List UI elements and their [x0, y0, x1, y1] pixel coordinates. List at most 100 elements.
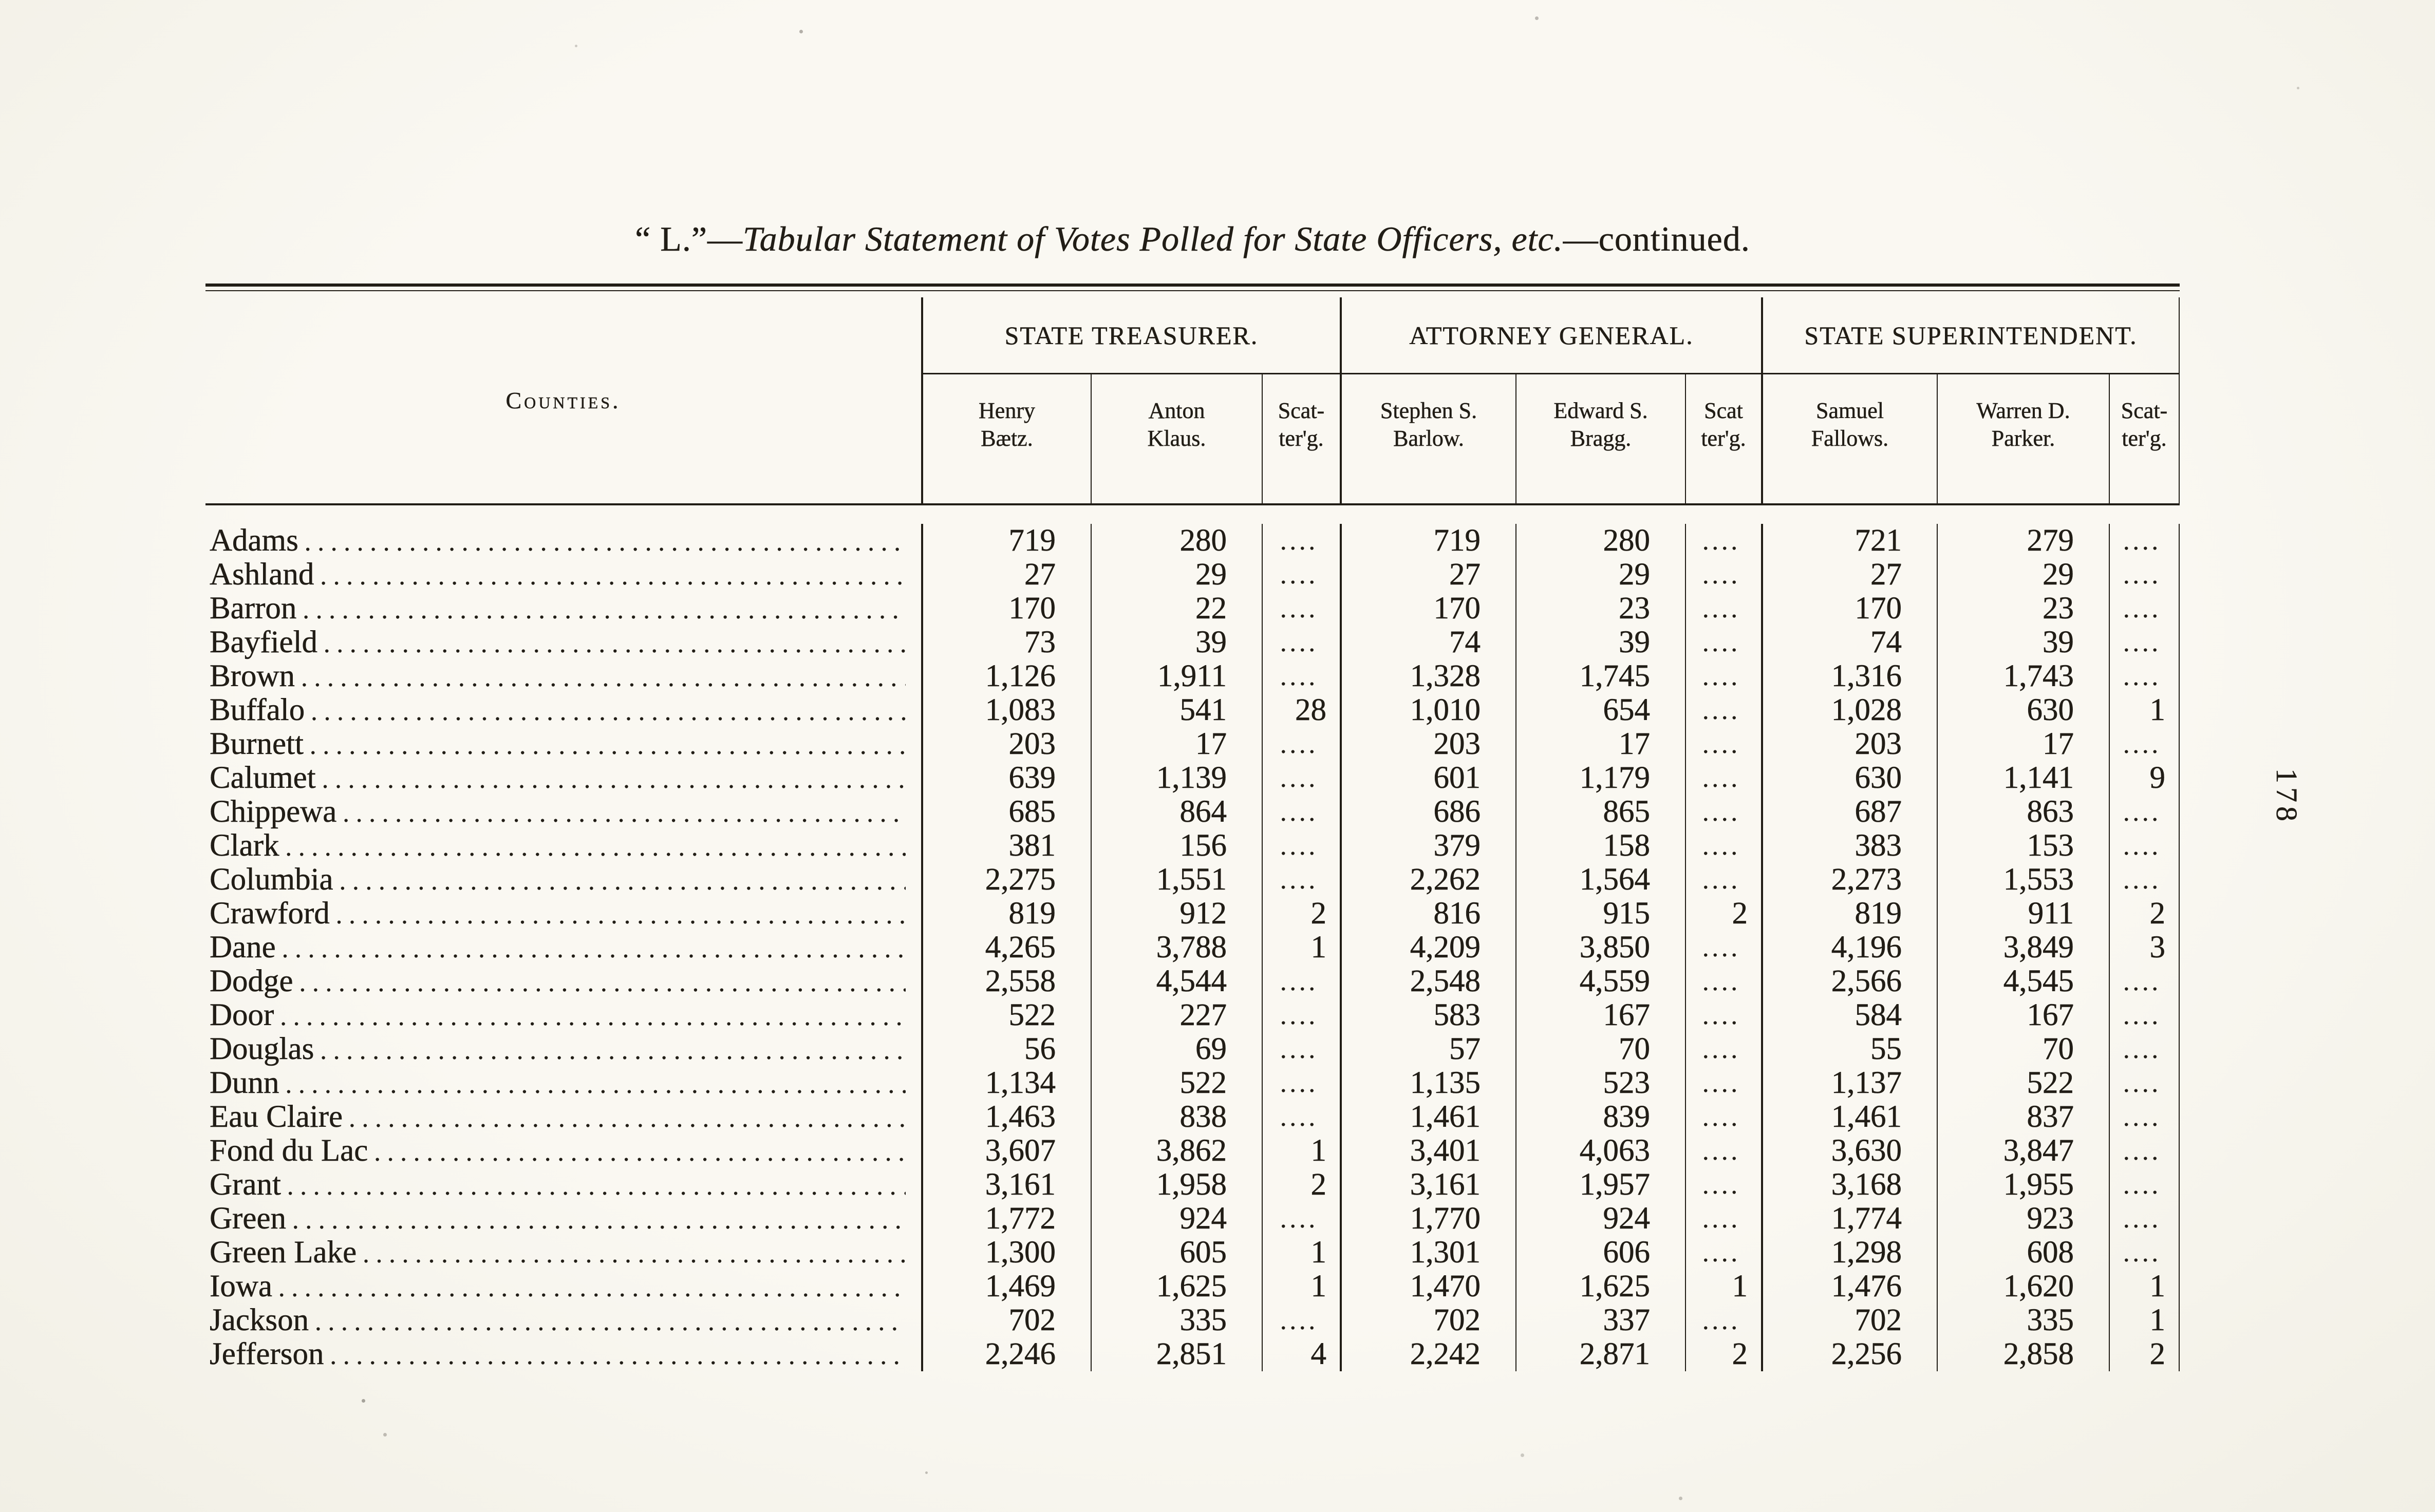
value-cell: 1,461 — [1761, 1100, 1937, 1134]
dot-leader — [320, 1033, 906, 1066]
value-cell: 3,850 — [1515, 930, 1685, 965]
value-cell: 1,957 — [1515, 1167, 1685, 1202]
dot-leader — [280, 999, 906, 1032]
col-header-stephen-barlow: Stephen S. Barlow. — [1340, 374, 1515, 505]
value-cell: 17 — [1515, 727, 1685, 761]
value-cell: .... — [1262, 727, 1340, 761]
value-cell: 702 — [921, 1303, 1091, 1337]
value-cell: .... — [2109, 1168, 2180, 1202]
value-cell: 541 — [1091, 693, 1262, 727]
value-cell: 1,911 — [1091, 659, 1262, 693]
value-cell: 1,772 — [921, 1201, 1091, 1236]
value-cell: 2,246 — [921, 1337, 1091, 1371]
value-cell: 3,630 — [1761, 1133, 1937, 1168]
dot-leader — [286, 830, 906, 863]
county-cell: Columbia — [205, 863, 921, 897]
value-cell: 29 — [1937, 557, 2109, 592]
value-cell: .... — [1685, 1032, 1761, 1066]
value-cell: .... — [1685, 863, 1761, 897]
value-cell: .... — [1262, 524, 1340, 558]
value-cell: 335 — [1937, 1303, 2109, 1337]
county-name: Barron — [210, 592, 297, 626]
county-cell: Dunn — [205, 1066, 921, 1100]
value-cell: 1 — [2109, 1303, 2180, 1337]
value-cell: 1,461 — [1340, 1100, 1515, 1134]
value-cell: 2,273 — [1761, 862, 1937, 897]
value-cell: 2 — [1685, 896, 1761, 931]
value-cell: 1 — [1262, 1269, 1340, 1303]
value-cell: 819 — [1761, 896, 1937, 931]
table-body: Adams 719 280 .... 719 280 .... 721 279 … — [205, 505, 2180, 1371]
title-dash: — — [707, 219, 743, 259]
value-cell: .... — [2109, 863, 2180, 897]
value-cell: 601 — [1340, 761, 1515, 795]
value-cell: 1,139 — [1091, 761, 1262, 795]
value-cell: 27 — [1761, 557, 1937, 592]
value-cell: .... — [2109, 1066, 2180, 1100]
table-row: Bayfield 73 39 .... 74 39 .... 74 39 ...… — [205, 625, 2180, 659]
value-cell: 1,743 — [1937, 659, 2109, 693]
value-cell: 1,770 — [1340, 1201, 1515, 1236]
table-row: Chippewa 685 864 .... 686 865 .... 687 8… — [205, 795, 2180, 829]
value-cell: 381 — [921, 828, 1091, 863]
county-name: Chippewa — [210, 795, 337, 829]
dot-leader — [305, 525, 906, 558]
value-cell: 923 — [1937, 1201, 2109, 1236]
value-cell: 838 — [1091, 1100, 1262, 1134]
value-cell: 1 — [2109, 1269, 2180, 1303]
value-cell: 2,871 — [1515, 1337, 1685, 1371]
value-cell: 915 — [1515, 896, 1685, 931]
value-cell: 1 — [1262, 1235, 1340, 1270]
dot-leader — [315, 1305, 906, 1337]
value-cell: 170 — [1340, 591, 1515, 626]
value-cell: 1,955 — [1937, 1167, 2109, 1202]
value-cell: 379 — [1340, 828, 1515, 863]
col-header-samuel-fallows: Samuel Fallows. — [1761, 374, 1937, 505]
county-cell: Adams — [205, 524, 921, 558]
county-name: Douglas — [210, 1032, 314, 1066]
value-cell: .... — [1262, 592, 1340, 626]
value-cell: .... — [2109, 829, 2180, 863]
value-cell: .... — [1262, 1032, 1340, 1066]
dot-leader — [286, 1067, 906, 1100]
value-cell: 2,858 — [1937, 1337, 2109, 1371]
value-cell: 523 — [1515, 1066, 1685, 1100]
value-cell: .... — [1262, 659, 1340, 693]
dot-leader — [322, 762, 906, 795]
dot-leader — [374, 1135, 906, 1168]
dot-leader — [278, 1271, 906, 1303]
value-cell: 56 — [921, 1032, 1091, 1066]
county-cell: Douglas — [205, 1032, 921, 1066]
value-cell: 4,545 — [1937, 964, 2109, 998]
value-cell: 1,316 — [1761, 659, 1937, 693]
value-cell: .... — [1262, 998, 1340, 1032]
county-name: Burnett — [210, 727, 304, 761]
value-cell: 167 — [1515, 998, 1685, 1032]
col-header-scattering-2: Scat ter'g. — [1685, 374, 1761, 505]
value-cell: 1 — [1262, 1133, 1340, 1168]
dot-leader — [340, 864, 906, 897]
value-cell: 911 — [1937, 896, 2109, 931]
county-name: Columbia — [210, 863, 333, 897]
table-row: Jackson 702 335 .... 702 337 .... 702 33… — [205, 1303, 2180, 1337]
group-header-attorney-general: ATTORNEY GENERAL. — [1340, 297, 1761, 374]
value-cell: 4 — [1262, 1337, 1340, 1371]
value-cell: 837 — [1937, 1100, 2109, 1134]
title-prefix: “ L.” — [635, 219, 708, 259]
group-header-state-superintendent: STATE SUPERINTENDENT. — [1761, 297, 2180, 374]
value-cell: 203 — [1761, 727, 1937, 761]
value-cell: .... — [1262, 965, 1340, 998]
county-cell: Bayfield — [205, 626, 921, 659]
value-cell: 203 — [1340, 727, 1515, 761]
dot-leader — [343, 796, 906, 829]
county-name: Clark — [210, 829, 279, 863]
value-cell: 1,300 — [921, 1235, 1091, 1270]
value-cell: 2,242 — [1340, 1337, 1515, 1371]
value-cell: .... — [1685, 1134, 1761, 1168]
value-cell: 4,559 — [1515, 964, 1685, 998]
scan-specks — [0, 0, 2, 2]
table-row: Ashland 27 29 .... 27 29 .... 27 29 .... — [205, 557, 2180, 592]
value-cell: .... — [1685, 592, 1761, 626]
value-cell: .... — [1685, 1168, 1761, 1202]
